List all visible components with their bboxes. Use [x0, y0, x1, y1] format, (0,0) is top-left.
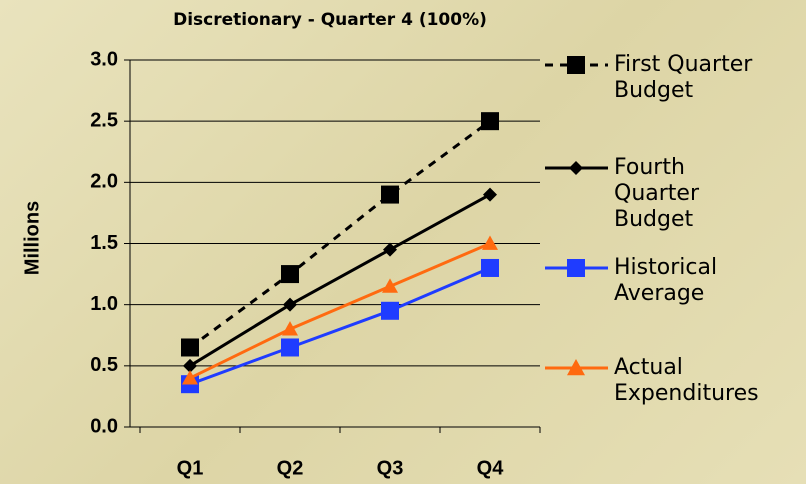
- marker: [483, 187, 497, 202]
- series-line: [189, 193, 491, 368]
- marker: [383, 242, 397, 257]
- series-line: [189, 266, 491, 386]
- chart-title: Discretionary - Quarter 4 (100%): [173, 10, 487, 30]
- y-tick-label: 2.0: [90, 171, 118, 193]
- marker: [567, 56, 585, 74]
- marker: [281, 338, 299, 357]
- y-tick-label: 3.0: [90, 48, 118, 70]
- legend-label: Historical Average: [614, 255, 718, 306]
- y-axis-label: Millions: [21, 201, 43, 275]
- x-tick-label: Q2: [277, 457, 304, 479]
- marker: [282, 321, 298, 336]
- marker: [183, 358, 197, 373]
- series-line: [189, 242, 491, 380]
- marker: [281, 265, 299, 284]
- marker: [181, 338, 199, 357]
- legend-label: Fourth Quarter Budget: [614, 155, 699, 232]
- marker: [381, 301, 399, 320]
- y-tick-label: 0.5: [90, 354, 118, 376]
- x-tick-label: Q3: [377, 457, 404, 479]
- marker: [481, 112, 499, 131]
- y-tick-label: 1.5: [90, 232, 118, 254]
- y-tick-label: 2.5: [90, 109, 118, 131]
- marker: [283, 297, 297, 312]
- x-tick-label: Q4: [477, 457, 505, 479]
- marker: [182, 370, 198, 385]
- marker: [381, 185, 399, 204]
- marker: [567, 259, 585, 277]
- marker: [569, 161, 583, 175]
- y-tick-label: 1.0: [90, 293, 118, 315]
- legend-label: Actual Expenditures: [614, 355, 759, 406]
- marker: [482, 235, 498, 250]
- marker: [481, 258, 499, 277]
- x-tick-label: Q1: [177, 457, 204, 479]
- marker: [382, 278, 398, 293]
- legend-label: First Quarter Budget: [614, 52, 753, 103]
- series-line: [189, 119, 491, 349]
- y-tick-label: 0.0: [90, 415, 118, 437]
- marker: [567, 359, 585, 376]
